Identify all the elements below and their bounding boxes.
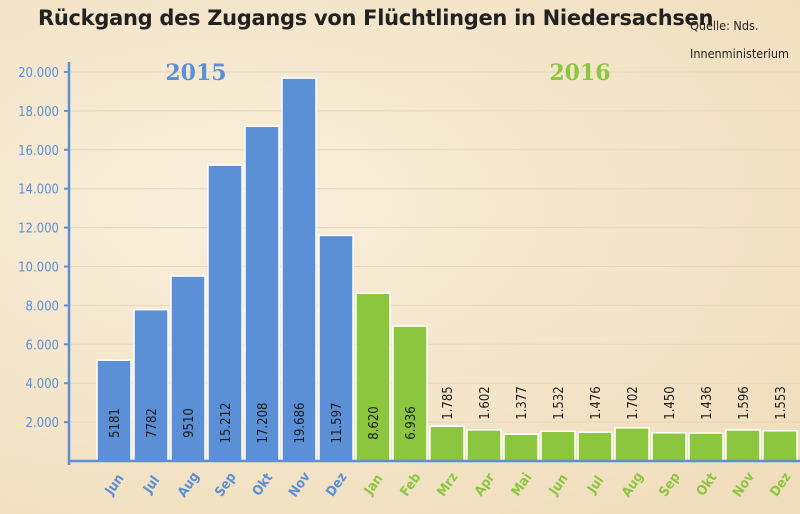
bar [577,431,613,462]
bar [466,429,502,462]
data-label: 9510 [182,408,197,438]
year-label-2016: 2016 [549,60,610,86]
x-tick-label: Jan [360,471,386,498]
bar [540,430,576,462]
x-tick-label: Sep [212,469,240,499]
x-tick-label: Feb [397,470,424,500]
x-tick-label: Dez [767,470,795,500]
x-tick-label: Jul [140,473,164,497]
y-tick-label: 4.000 [26,377,59,392]
data-label: 1.553 [774,386,789,419]
bar [688,432,724,462]
data-label: 1.436 [700,386,715,419]
y-tick-label: 20.000 [18,66,59,81]
y-tick-label: 16.000 [18,144,59,159]
y-tick-label: 14.000 [18,183,59,198]
y-tick-label: 8.000 [26,299,59,314]
x-tick-label: Aug [174,469,202,500]
x-tick-label: Nov [286,469,314,500]
x-tick-label: Apr [471,470,498,499]
data-label: 1.377 [515,386,530,419]
bar [392,325,428,462]
bar [725,429,761,462]
bar [762,430,798,462]
bar [651,432,687,462]
y-tick-label: 6.000 [26,338,59,353]
data-label: 1.450 [663,386,678,419]
source-line-1: Quelle: Nds. [690,18,759,33]
source-line-2: Innenministerium [690,46,789,61]
data-label: 8.620 [367,406,382,439]
x-tick-label: Jun [545,471,571,499]
data-label: 1.702 [626,386,641,419]
x-tick-label: Okt [693,470,720,499]
x-tick-label: Mai [508,470,535,499]
bar [244,125,280,462]
y-tick-label: 12.000 [18,222,59,237]
data-label: 6.936 [404,406,419,439]
x-tick-label: Aug [618,469,646,500]
source-note: Quelle: Nds. Innenministerium [690,12,789,68]
data-label: 1.476 [589,386,604,419]
bar [133,308,169,462]
data-label: 7782 [145,408,160,438]
x-tick-label: Okt [249,470,276,499]
data-label: 1.602 [478,386,493,419]
x-tick-label: Mrz [434,470,462,500]
bar [96,359,132,462]
bar [281,77,317,462]
bar [170,275,206,462]
x-tick-label: Jul [584,473,608,497]
y-tick-label: 18.000 [18,105,59,120]
data-label: 1.596 [737,386,752,419]
bar [614,427,650,462]
x-tick-label: Dez [323,470,351,500]
data-label: 1.532 [552,386,567,419]
data-label: 19.686 [293,403,308,444]
bar [355,292,391,462]
bar [429,425,465,462]
data-label: 15.212 [219,403,234,444]
x-tick-label: Sep [656,469,684,499]
chart-title: Rückgang des Zugangs von Flüchtlingen in… [38,6,714,30]
data-label: 17.208 [256,403,271,444]
x-tick-label: Jun [101,471,127,499]
x-tick-label: Nov [730,469,758,500]
year-label-2015: 2015 [165,60,226,86]
y-tick-label: 10.000 [18,261,59,276]
y-tick-label: 2.000 [26,416,59,431]
bar [503,433,539,462]
data-label: 11.597 [330,403,345,444]
data-label: 5181 [108,408,123,438]
data-label: 1.785 [441,386,456,419]
